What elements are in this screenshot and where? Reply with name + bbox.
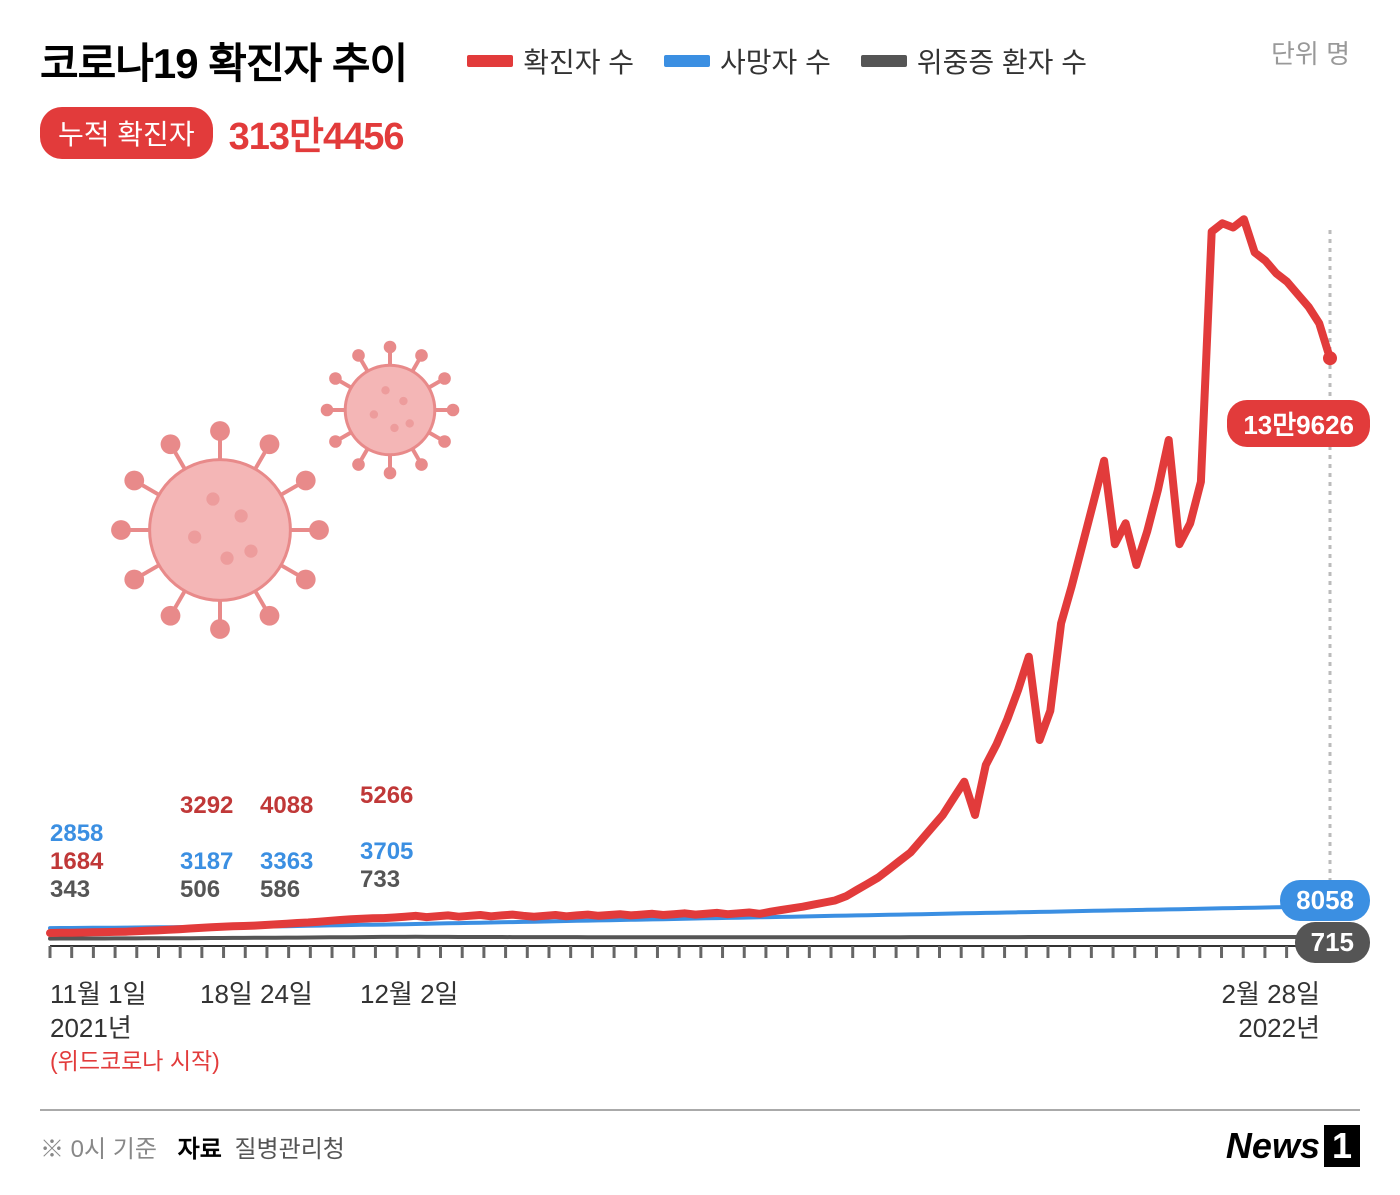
x-note-left: (위드코로나 시작) [50,1042,220,1076]
point-label: 3187 [180,848,233,876]
footer-source-label: 자료 [178,1136,222,1163]
cumulative-row: 누적 확진자 313만4456 [40,105,1360,160]
x-axis-labels: 11월 1일 18일24일 12월 2일 2월 28일 2021년 2022년 (위드코로나… [40,974,1360,1104]
legend-label-confirmed: 확진자 수 [523,41,634,81]
virus-icon [111,421,329,639]
legend-swatch-deaths [664,55,710,67]
legend-label-severe: 위중증 환자 수 [917,41,1087,81]
x-tick-label: 18일 [200,974,253,1011]
logo-suffix: 1 [1324,1125,1360,1167]
point-label: 733 [360,866,400,894]
legend-label-deaths: 사망자 수 [720,41,831,81]
news1-logo: News 1 [1226,1125,1360,1167]
x-year-left: 2021년 [50,1008,132,1045]
footer-note: ※ 0시 기준 [40,1136,157,1163]
point-label: 4088 [260,792,313,820]
legend-deaths: 사망자 수 [664,41,831,81]
chart-title: 코로나19 확진자 추이 [40,30,407,91]
point-label: 3292 [180,792,233,820]
point-label: 3363 [260,848,313,876]
point-label: 5266 [360,782,413,810]
x-tick-label: 24일 [260,974,313,1011]
x-tick-label: 12월 2일 [360,974,458,1011]
value-pill: 8058 [1280,880,1370,921]
point-label: 3705 [360,838,413,866]
footer: ※ 0시 기준 자료 질병관리청 News 1 [40,1109,1360,1167]
footer-left: ※ 0시 기준 자료 질병관리청 [40,1129,345,1164]
chart-area: 28581684343 3292 3187506 4088 3363586 5266 370… [40,170,1360,970]
chart-svg [40,170,1360,970]
point-label: 586 [260,876,300,904]
unit-label: 단위 명 [1271,34,1350,71]
x-tick-label: 11월 1일 [50,974,147,1011]
legend-severe: 위중증 환자 수 [861,41,1087,81]
legend-swatch-severe [861,55,907,67]
virus-icon [321,341,460,480]
value-pill: 715 [1295,922,1370,963]
legend: 확진자 수 사망자 수 위중증 환자 수 [467,41,1087,81]
x-year-right: 2022년 [1238,1008,1320,1045]
footer-source-value: 질병관리청 [234,1136,344,1163]
cumulative-value: 313만4456 [229,105,404,160]
value-pill: 13만9626 [1227,400,1370,447]
logo-text: News [1226,1125,1320,1167]
point-label: 506 [180,876,220,904]
point-label: 1684 [50,848,103,876]
x-tick-label: 2월 28일 [1222,974,1320,1011]
legend-swatch-confirmed [467,55,513,67]
point-label: 343 [50,876,90,904]
legend-confirmed: 확진자 수 [467,41,634,81]
cumulative-label: 누적 확진자 [40,107,213,159]
header: 코로나19 확진자 추이 확진자 수 사망자 수 위중증 환자 수 [40,30,1360,91]
point-label: 2858 [50,820,103,848]
